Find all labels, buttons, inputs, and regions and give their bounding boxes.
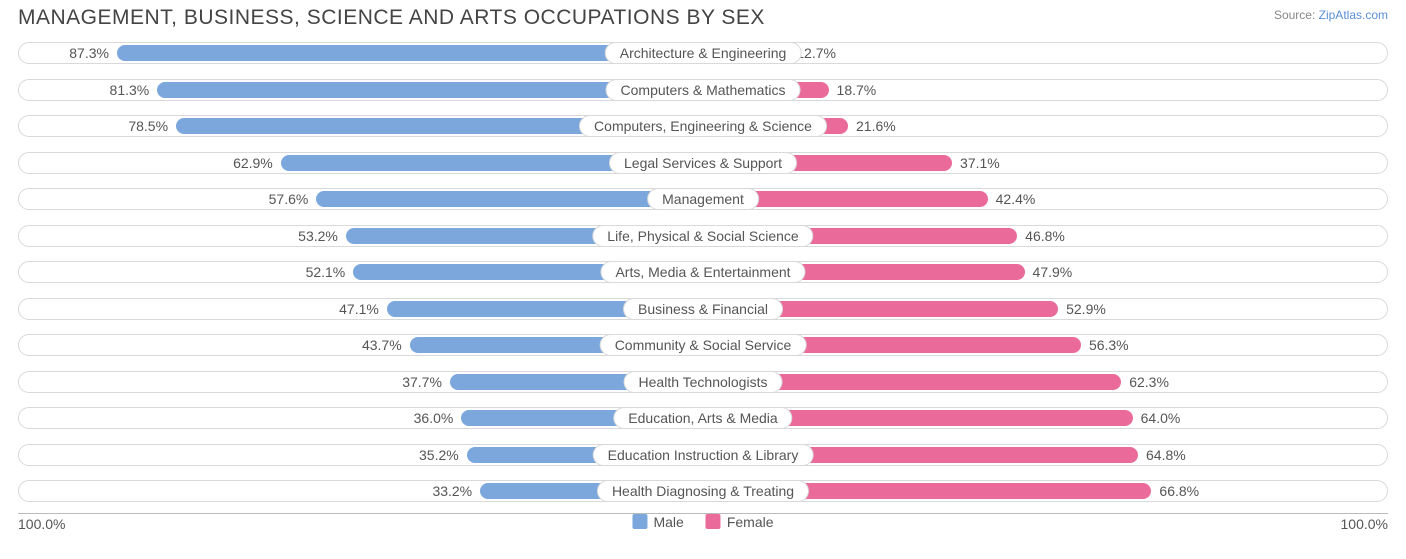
male-value-label: 37.7% [402, 367, 442, 397]
female-value-label: 47.9% [1033, 257, 1073, 287]
chart-row: 37.7% 62.3% Health Technologists [18, 367, 1388, 397]
male-value-label: 78.5% [128, 111, 168, 141]
female-value-label: 66.8% [1159, 476, 1199, 506]
category-label: Business & Financial [623, 298, 783, 320]
male-value-label: 36.0% [414, 403, 454, 433]
male-value-label: 53.2% [298, 221, 338, 251]
chart-row: 43.7% 56.3% Community & Social Service [18, 330, 1388, 360]
legend-item-female: Female [706, 514, 774, 530]
chart-header: MANAGEMENT, BUSINESS, SCIENCE AND ARTS O… [18, 6, 1388, 30]
axis-right-label: 100.0% [1341, 516, 1388, 532]
axis-left-label: 100.0% [18, 516, 65, 532]
male-value-label: 57.6% [269, 184, 309, 214]
male-value-label: 62.9% [233, 148, 273, 178]
legend: Male Female [632, 514, 773, 530]
female-value-label: 46.8% [1025, 221, 1065, 251]
male-value-label: 81.3% [110, 75, 150, 105]
category-label: Computers, Engineering & Science [579, 115, 827, 137]
source-link[interactable]: ZipAtlas.com [1319, 8, 1388, 22]
legend-label-male: Male [653, 514, 683, 530]
male-value-label: 47.1% [339, 294, 379, 324]
chart-container: MANAGEMENT, BUSINESS, SCIENCE AND ARTS O… [0, 0, 1406, 559]
category-label: Health Diagnosing & Treating [597, 480, 809, 502]
category-label: Legal Services & Support [609, 152, 797, 174]
female-value-label: 21.6% [856, 111, 896, 141]
chart-row: 35.2% 64.8% Education Instruction & Librar… [18, 440, 1388, 470]
category-label: Architecture & Engineering [605, 42, 802, 64]
female-value-label: 37.1% [960, 148, 1000, 178]
legend-item-male: Male [632, 514, 683, 530]
female-value-label: 64.0% [1141, 403, 1181, 433]
chart-row: 62.9% 37.1% Legal Services & Support [18, 148, 1388, 178]
category-label: Management [647, 188, 759, 210]
male-value-label: 52.1% [306, 257, 346, 287]
source-prefix: Source: [1274, 8, 1319, 22]
male-bar [316, 191, 703, 207]
chart-row: 36.0% 64.0% Education, Arts & Media [18, 403, 1388, 433]
chart-row: 52.1% 47.9% Arts, Media & Entertainment [18, 257, 1388, 287]
male-value-label: 43.7% [362, 330, 402, 360]
chart-title: MANAGEMENT, BUSINESS, SCIENCE AND ARTS O… [18, 6, 765, 30]
female-value-label: 64.8% [1146, 440, 1186, 470]
male-value-label: 35.2% [419, 440, 459, 470]
female-value-label: 56.3% [1089, 330, 1129, 360]
category-label: Life, Physical & Social Science [592, 225, 813, 247]
legend-label-female: Female [727, 514, 774, 530]
category-label: Community & Social Service [600, 334, 807, 356]
category-label: Health Technologists [624, 371, 783, 393]
chart-row: 87.3% 12.7%Architecture & Engineering [18, 38, 1388, 68]
female-value-label: 18.7% [837, 75, 877, 105]
category-label: Education Instruction & Library [593, 444, 814, 466]
category-label: Arts, Media & Entertainment [600, 261, 805, 283]
legend-swatch-male [632, 514, 647, 529]
category-label: Education, Arts & Media [613, 407, 792, 429]
chart-row: 53.2% 46.8% Life, Physical & Social Scienc… [18, 221, 1388, 251]
female-value-label: 62.3% [1129, 367, 1169, 397]
chart-row: 33.2% 66.8% Health Diagnosing & Treating [18, 476, 1388, 506]
male-value-label: 33.2% [432, 476, 472, 506]
male-value-label: 87.3% [69, 38, 109, 68]
female-value-label: 52.9% [1066, 294, 1106, 324]
chart-row: 81.3% 18.7% Computers & Mathematics [18, 75, 1388, 105]
chart-row: 47.1% 52.9% Business & Financial [18, 294, 1388, 324]
female-value-label: 12.7% [796, 38, 836, 68]
chart-row: 78.5% 21.6% Computers, Engineering & Scien… [18, 111, 1388, 141]
chart-rows: 87.3% 12.7%Architecture & Engineering 81.3… [18, 38, 1388, 506]
chart-row: 57.6% 42.4% Management [18, 184, 1388, 214]
chart-source: Source: ZipAtlas.com [1274, 6, 1388, 22]
female-value-label: 42.4% [996, 184, 1036, 214]
legend-swatch-female [706, 514, 721, 529]
category-label: Computers & Mathematics [606, 79, 801, 101]
axis: 100.0% 100.0% Male Female [18, 513, 1388, 535]
